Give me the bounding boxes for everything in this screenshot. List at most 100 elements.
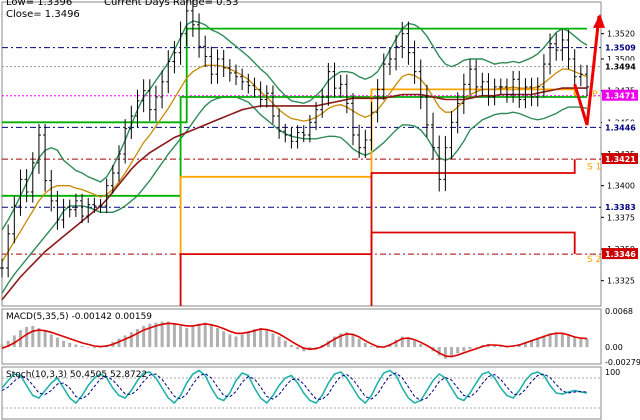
macd-bar (357, 338, 361, 348)
macd-bar (283, 340, 287, 348)
price-bar (110, 165, 115, 194)
price-bar (314, 101, 319, 131)
macd-bar (160, 321, 164, 348)
price-bar (252, 77, 257, 98)
price-bar (406, 21, 411, 65)
macd-bar (339, 333, 343, 348)
price-bar (480, 72, 485, 96)
price-tag-label-1: 1.3494 (605, 63, 636, 72)
price-bar (240, 68, 245, 90)
macd-bar (25, 326, 29, 348)
price-bar (474, 59, 479, 97)
macd-bar (400, 336, 404, 348)
macd-bar (425, 347, 429, 348)
macd-bar (450, 347, 454, 357)
macd-bar (172, 323, 176, 348)
price-bar (67, 199, 72, 218)
price-bar (394, 34, 399, 71)
price-bar (572, 49, 577, 87)
macd-bar (265, 330, 269, 348)
macd-tick-label-1: 0.00 (605, 343, 623, 352)
macd-bar (80, 346, 84, 348)
price-bar (541, 54, 546, 97)
price-tag-4 (602, 153, 638, 165)
macd-bar (117, 338, 121, 348)
macd-bar (191, 325, 195, 348)
price-bar (30, 152, 35, 203)
price-bar (92, 197, 97, 213)
macd-bar (363, 342, 367, 348)
price-tick-label-2: 1.3375 (607, 213, 635, 222)
price-bar (289, 127, 294, 149)
macd-bar (240, 334, 244, 348)
price-bar (344, 74, 349, 114)
stoch-title: Stoch(10,3,3) 50.4505 52.8722 (6, 370, 147, 380)
price-bar (55, 190, 60, 230)
price-tag-3 (602, 121, 638, 133)
price-axis: 1.33251.33501.33751.34001.34251.34501.34… (601, 30, 638, 286)
price-bar (332, 62, 337, 98)
price-bar (123, 119, 128, 164)
macd-frame (1, 308, 602, 365)
level-label-0: P (592, 90, 598, 100)
price-bar (486, 73, 491, 106)
price-tag-2 (602, 89, 638, 101)
macd-bar (289, 344, 293, 348)
macd-bar (252, 329, 256, 348)
price-bar (80, 193, 85, 224)
macd-bar (216, 328, 220, 348)
price-bar (227, 59, 232, 82)
header-close: Close= 1.3496 (6, 9, 80, 20)
macd-bar (154, 322, 158, 348)
price-tick-label-7: 1.3500 (607, 55, 635, 64)
level-label-1: S 1 (587, 162, 601, 172)
price-bar (424, 84, 429, 138)
macd-bar (135, 329, 139, 348)
price-tag-6 (602, 248, 638, 260)
price-bar (412, 40, 417, 84)
price-tag-1 (602, 60, 638, 72)
macd-bar (413, 340, 417, 348)
macd-bar (573, 337, 577, 348)
stoch-signal-line (1, 372, 588, 402)
price-bar (36, 123, 41, 174)
price-bar (190, 0, 195, 37)
price-bar (554, 33, 559, 61)
macd-bar (271, 333, 275, 348)
macd-bar (37, 328, 41, 348)
price-bar (504, 78, 509, 103)
price-bar (369, 101, 374, 151)
level-label-2: S 2 (587, 255, 601, 265)
price-bar (61, 198, 66, 229)
price-bar (437, 135, 442, 192)
macd-bar (197, 323, 201, 348)
macd-bar (179, 325, 183, 348)
price-bar (184, 0, 189, 47)
macd-bar (567, 335, 571, 348)
price-bar (12, 196, 17, 244)
macd-bar (419, 343, 423, 348)
moving-average-fast (1, 64, 588, 263)
macd-bar (493, 344, 497, 348)
macd-bar (49, 334, 53, 348)
macd-bar (406, 337, 410, 348)
macd-bar (437, 347, 441, 356)
macd-bar (148, 323, 152, 348)
price-bar (49, 169, 54, 212)
price-bar (141, 79, 146, 113)
price-bar (326, 62, 331, 106)
price-bar (523, 78, 528, 109)
macd-bar (228, 334, 232, 348)
price-bar (566, 29, 571, 70)
price-tag-label-3: 1.3446 (605, 123, 636, 132)
macd-bar (302, 347, 306, 352)
price-bar (517, 70, 522, 108)
macd-bar (369, 346, 373, 348)
macd-bar (542, 335, 546, 348)
bollinger-lower (1, 96, 588, 294)
price-bar (18, 169, 23, 216)
macd-bar (222, 331, 226, 348)
price-bar (147, 79, 152, 122)
macd-bar (579, 338, 583, 348)
